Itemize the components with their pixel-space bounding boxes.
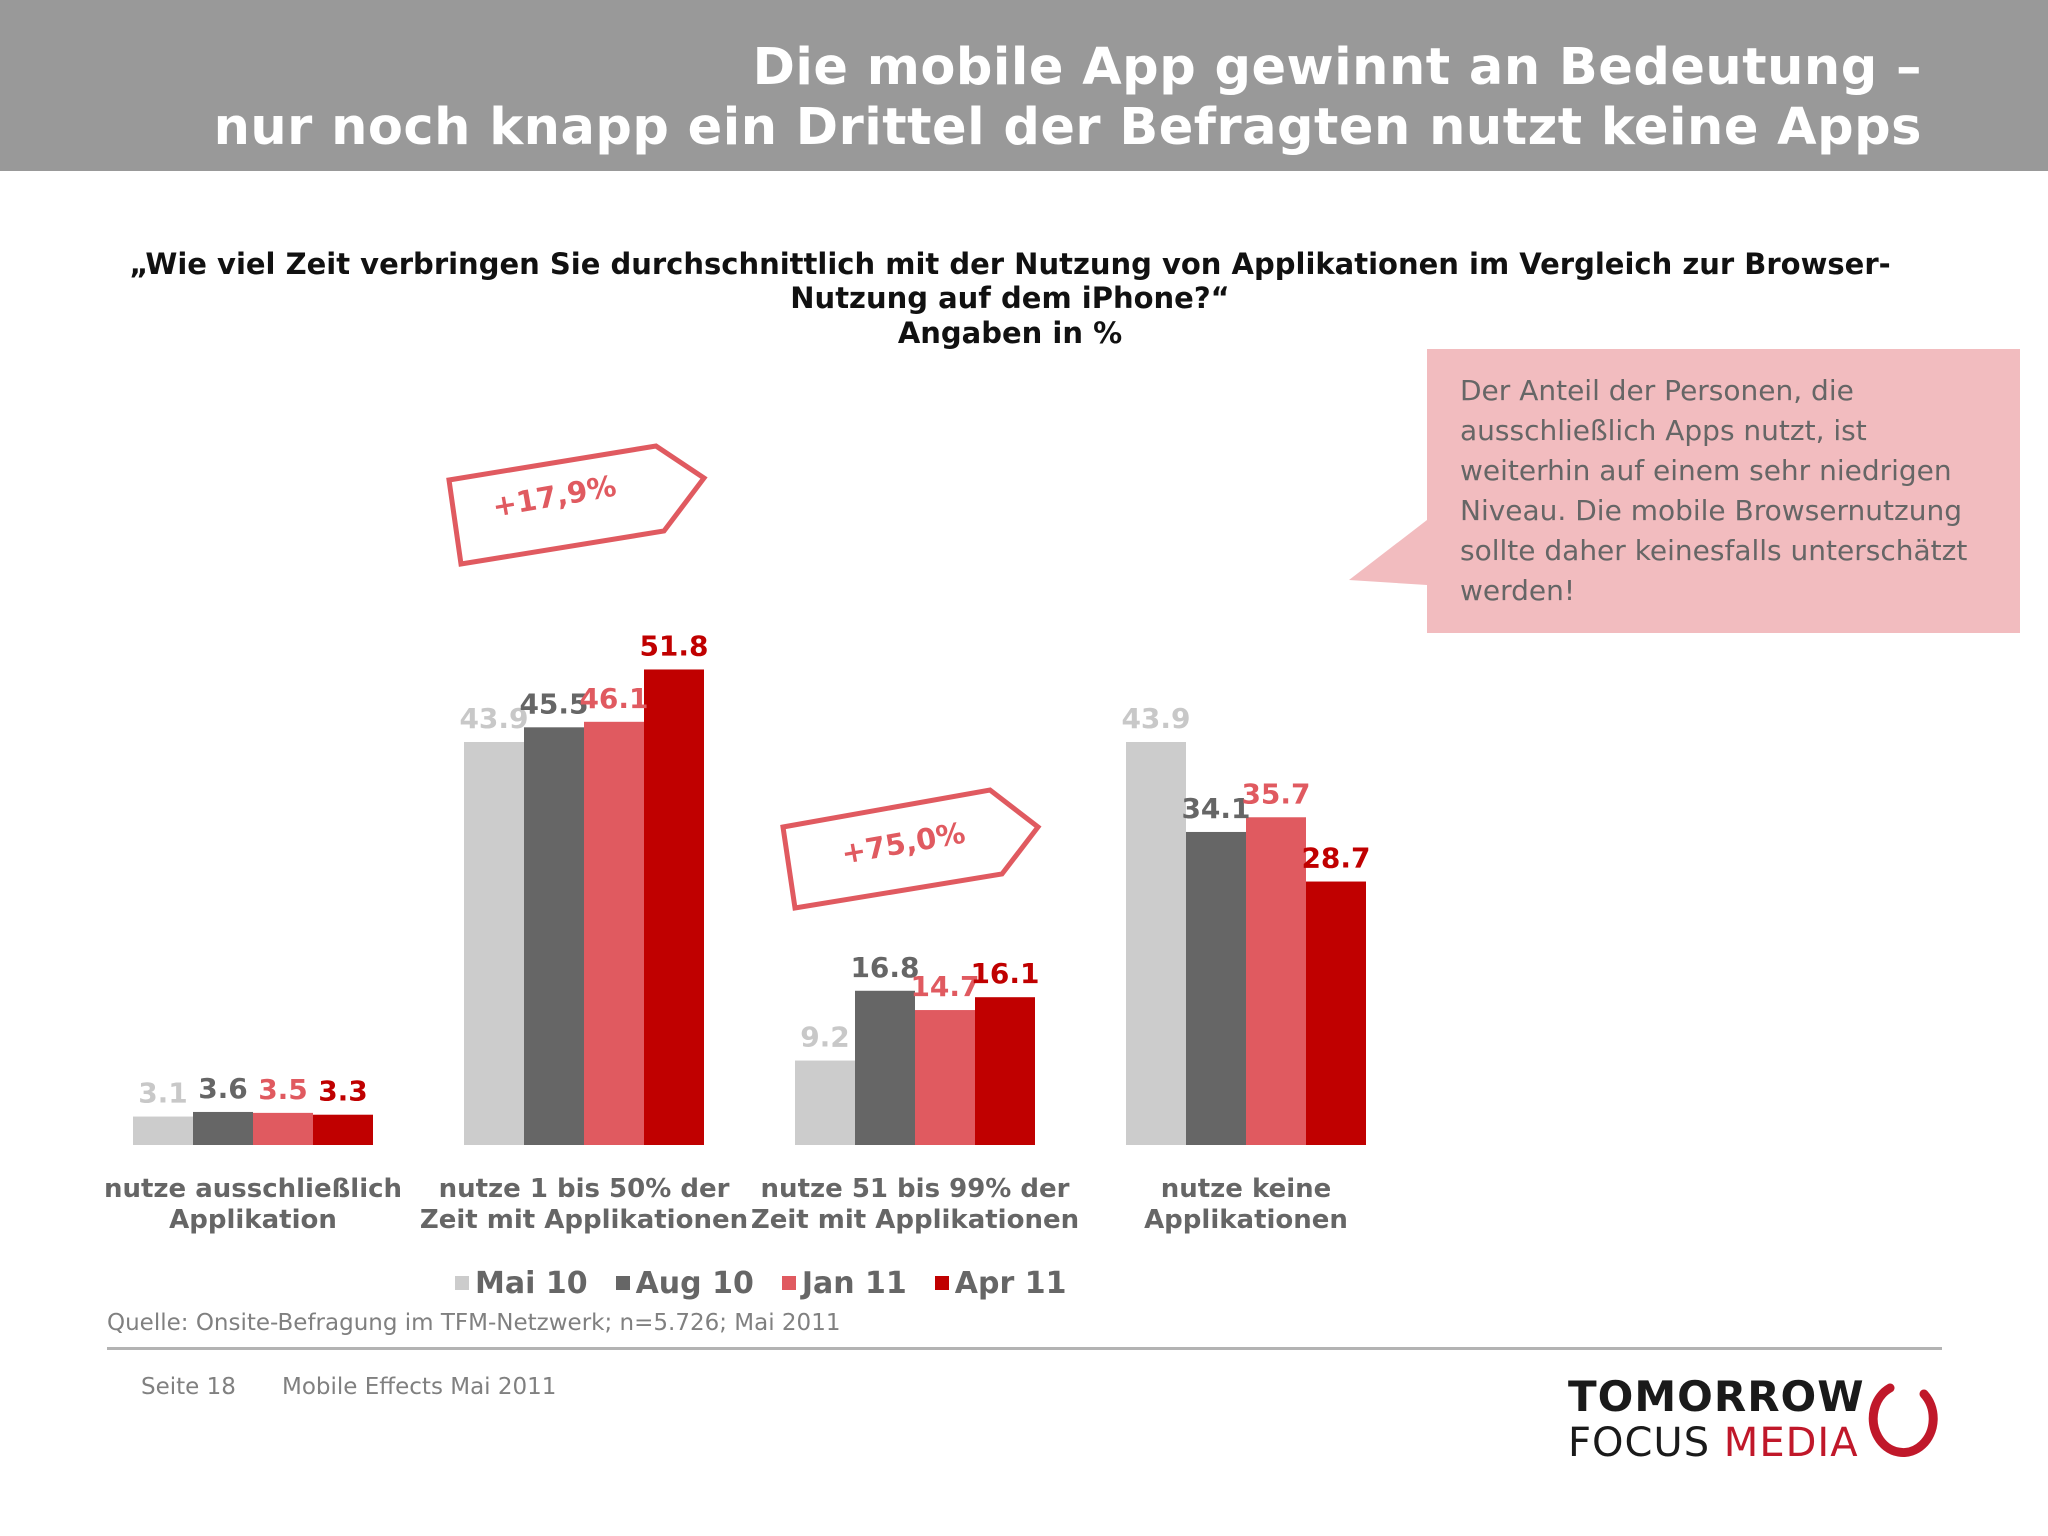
- bar-mai-10: [1126, 741, 1186, 1145]
- bar-mai-10: [133, 1116, 193, 1145]
- data-label: 16.1: [970, 957, 1039, 990]
- question-line1: „Wie viel Zeit verbringen Sie durchschni…: [129, 247, 1891, 281]
- data-label: 43.9: [459, 702, 528, 735]
- growth-arrow: [780, 787, 1042, 911]
- legend-item-aug10: Aug 10: [615, 1265, 754, 1301]
- logo-media: MEDIA: [1710, 1420, 1859, 1466]
- question-unit: Angaben in %: [897, 316, 1123, 350]
- bar-jan-11: [915, 1010, 975, 1145]
- legend-item-jan11: Jan 11: [781, 1265, 907, 1301]
- page-number: Seite 18: [141, 1374, 236, 1400]
- bar-aug-10: [855, 990, 915, 1145]
- logo-text-focus-media: FOCUS MEDIA: [1568, 1420, 1859, 1466]
- chart-legend: Mai 10 Aug 10 Jan 11 Apr 11: [455, 1263, 1094, 1303]
- legend-swatch: [455, 1276, 469, 1290]
- category-label: nutze keine: [1161, 1174, 1332, 1204]
- legend-item-apr11: Apr 11: [934, 1265, 1067, 1301]
- data-label: 3.3: [318, 1075, 368, 1108]
- category-label: nutze ausschließlich: [104, 1174, 402, 1204]
- data-label: 9.2: [800, 1021, 850, 1054]
- data-label: 51.8: [639, 629, 708, 662]
- page-title-line1: Die mobile App gewinnt an Bedeutung –: [752, 38, 1922, 97]
- data-label: 28.7: [1301, 842, 1370, 875]
- legend-label: Aug 10: [635, 1265, 754, 1301]
- bar-apr-11: [313, 1114, 373, 1145]
- page-title-line2: nur noch knapp ein Drittel der Befragten…: [213, 98, 1922, 157]
- category-label: Applikation: [169, 1205, 337, 1235]
- footer-divider: [107, 1347, 1942, 1350]
- data-label: 3.1: [138, 1077, 188, 1110]
- bar-jan-11: [253, 1112, 313, 1145]
- callout-box: Der Anteil der Personen, die ausschließl…: [1427, 349, 2020, 633]
- data-label: 3.5: [258, 1073, 308, 1106]
- category-label: nutze 51 bis 99% der: [761, 1174, 1070, 1204]
- category-label: nutze 1 bis 50% der: [439, 1174, 730, 1204]
- bar-jan-11: [584, 721, 644, 1145]
- data-label: 14.7: [910, 970, 979, 1003]
- data-label: 16.8: [850, 951, 919, 984]
- data-label: 46.1: [579, 682, 648, 715]
- category-label: Applikationen: [1144, 1205, 1348, 1235]
- callout-pointer: [1349, 520, 1427, 585]
- bar-aug-10: [524, 727, 584, 1145]
- logo-text-tomorrow: TOMORROW: [1568, 1372, 1865, 1421]
- legend-item-mai10: Mai 10: [455, 1266, 588, 1301]
- growth-arrow: [446, 443, 708, 567]
- data-label: 45.5: [519, 687, 588, 720]
- data-label: 43.9: [1121, 702, 1190, 735]
- bar-mai-10: [795, 1060, 855, 1145]
- question-line2: Nutzung auf dem iPhone?“: [790, 281, 1230, 315]
- bar-mai-10: [464, 741, 524, 1145]
- bar-apr-11: [975, 997, 1035, 1145]
- data-label: 3.6: [198, 1072, 248, 1105]
- bar-apr-11: [1306, 881, 1366, 1145]
- category-label: Zeit mit Applikationen: [420, 1205, 748, 1235]
- document-title: Mobile Effects Mai 2011: [282, 1374, 557, 1400]
- bar-aug-10: [193, 1111, 253, 1145]
- bar-apr-11: [644, 669, 704, 1145]
- callout-text: Der Anteil der Personen, die ausschließl…: [1460, 374, 1968, 607]
- bar-chart: 3.1 43.9 9.2 43.9 3.6 45.5 16.8 34.1 3.5 46.1 14.7…: [104, 443, 1427, 1235]
- logo-ring-icon: [1868, 1383, 1938, 1458]
- legend-swatch: [934, 1276, 949, 1290]
- bar-jan-11: [1246, 817, 1306, 1145]
- header-bar: Die mobile App gewinnt an Bedeutung – nu…: [0, 0, 2048, 171]
- legend-label: Mai 10: [475, 1265, 588, 1301]
- category-label: Zeit mit Applikationen: [751, 1205, 1079, 1235]
- data-label: 34.1: [1181, 792, 1250, 825]
- data-label: 35.7: [1241, 777, 1310, 810]
- legend-swatch: [615, 1276, 630, 1290]
- source-note: Quelle: Onsite-Befragung im TFM-Netzwerk…: [107, 1310, 841, 1336]
- legend-label: Apr 11: [954, 1265, 1067, 1301]
- legend-swatch: [781, 1276, 796, 1290]
- legend-label: Jan 11: [801, 1265, 907, 1301]
- logo-focus: FOCUS: [1568, 1420, 1711, 1466]
- bar-aug-10: [1186, 831, 1246, 1145]
